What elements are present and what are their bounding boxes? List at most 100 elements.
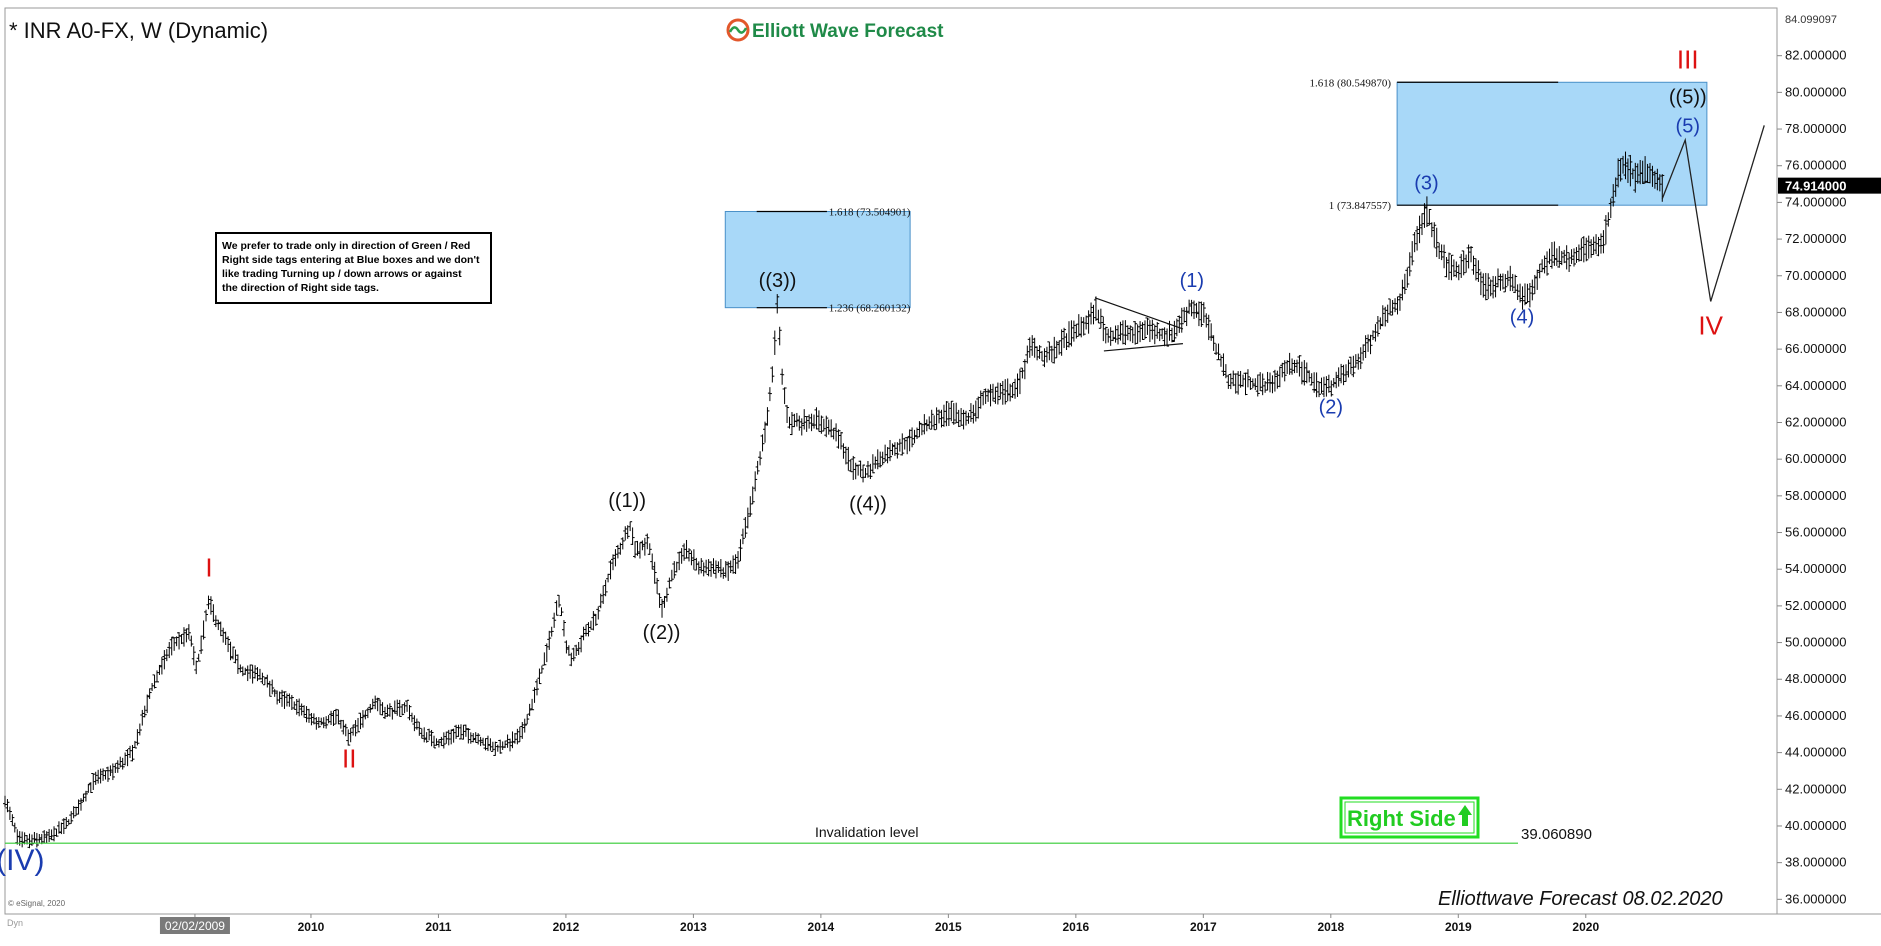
y-tick-label: 54.000000 [1785, 561, 1846, 576]
price-bar [1084, 315, 1089, 330]
price-bar [1611, 184, 1616, 207]
price-bar [564, 640, 569, 654]
price-bar [1052, 336, 1057, 364]
price-bar [1049, 345, 1054, 363]
price-bar [201, 620, 206, 640]
price-bar [748, 496, 753, 517]
price-bar [630, 527, 635, 545]
fib-level-label: 1.236 (68.260132) [829, 303, 911, 315]
price-bar [414, 718, 419, 730]
price-bar [56, 821, 61, 834]
price-bar [1535, 269, 1540, 290]
price-bar [346, 729, 351, 746]
price-bar [412, 715, 417, 732]
price-bar [875, 449, 880, 470]
price-bar [1157, 328, 1162, 342]
price-bar [27, 833, 32, 849]
price-bar [1074, 323, 1079, 339]
price-bar [179, 634, 184, 645]
price-bar [1407, 252, 1412, 277]
price-bar [434, 738, 439, 746]
price-bar [537, 668, 542, 685]
price-bar [162, 650, 167, 670]
price-bar [1253, 378, 1258, 390]
price-bar [1366, 334, 1371, 352]
price-bar [373, 695, 378, 710]
price-bar [633, 541, 638, 559]
invalidation-value-label: 39.060890 [1521, 826, 1592, 843]
wave-label: (4) [1510, 306, 1534, 328]
price-bar [375, 697, 380, 712]
price-bar [1344, 364, 1349, 382]
price-bar [150, 682, 155, 692]
price-bar [473, 732, 478, 743]
price-bar [270, 679, 275, 695]
price-bar [1162, 327, 1167, 347]
price-bar [816, 410, 821, 433]
price-bar [1027, 337, 1032, 358]
price-bar [427, 728, 432, 741]
price-bar [1557, 246, 1562, 268]
price-bar [826, 419, 831, 435]
price-bar [765, 407, 770, 426]
price-bar [1155, 322, 1160, 339]
price-bar [260, 672, 265, 685]
price-bar [405, 699, 410, 712]
price-bar [1363, 335, 1368, 359]
price-bar [1184, 306, 1189, 327]
wave-label: (2) [1319, 396, 1343, 418]
price-bar [1057, 340, 1062, 355]
price-bar [12, 822, 17, 833]
price-bar [1216, 343, 1221, 361]
price-bar [919, 423, 924, 436]
y-tick-label: 60.000000 [1785, 451, 1846, 466]
price-bar [1454, 261, 1459, 278]
price-bar [1633, 162, 1638, 193]
price-bar [1481, 273, 1486, 298]
price-bar [571, 647, 576, 662]
price-bar [1623, 151, 1628, 180]
price-bar [836, 429, 841, 449]
price-bar [1218, 355, 1223, 367]
price-bar [1630, 168, 1635, 180]
price-bar [1221, 353, 1226, 377]
price-bar [78, 798, 83, 811]
price-bar [216, 619, 221, 631]
price-bar [574, 644, 579, 656]
price-bar [802, 409, 807, 430]
price-bar [848, 459, 853, 473]
price-bar [1236, 371, 1241, 395]
price-bar [1317, 381, 1322, 398]
price-bar [892, 442, 897, 456]
price-bar [1312, 372, 1317, 393]
price-bars-layer [3, 151, 1665, 849]
price-bar [1290, 358, 1295, 375]
price-bar [324, 716, 329, 729]
price-bar [91, 772, 96, 790]
price-bar [98, 768, 103, 784]
dyn-label: Dyn [7, 918, 23, 928]
price-bar [522, 718, 527, 733]
price-bar [1594, 234, 1599, 255]
price-bar [1116, 325, 1121, 345]
price-bar [1118, 321, 1123, 341]
price-bar [1657, 174, 1662, 192]
price-bar [1270, 375, 1275, 394]
price-bar [424, 732, 429, 743]
trading-note-line-1: We prefer to trade only in direction of … [222, 240, 470, 252]
price-bar [951, 403, 956, 425]
price-bar [809, 413, 814, 432]
price-bar [819, 415, 824, 434]
price-bar [858, 460, 863, 478]
price-bar [306, 708, 311, 723]
price-bar [321, 717, 326, 729]
price-bar [1527, 283, 1532, 308]
price-bar [1142, 320, 1147, 340]
price-bar [1000, 380, 1005, 405]
price-bar [76, 799, 81, 815]
price-bar [1079, 316, 1084, 338]
price-bar [929, 409, 934, 430]
price-bar [1022, 359, 1027, 380]
price-bar [463, 724, 468, 737]
